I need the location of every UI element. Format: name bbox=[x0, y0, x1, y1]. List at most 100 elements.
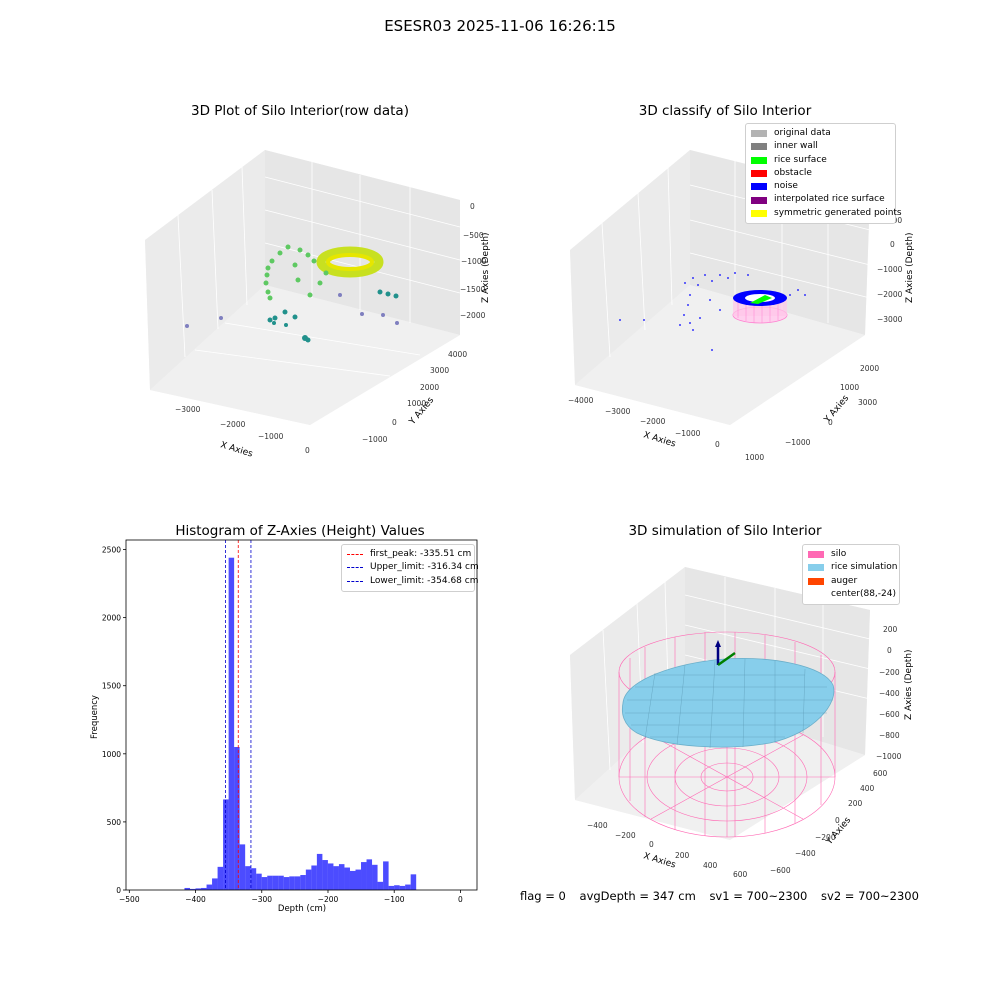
histogram-bar bbox=[256, 873, 262, 890]
status-footer: flag = 0 avgDepth = 347 cm sv1 = 700~230… bbox=[520, 889, 929, 903]
simulation-xtick: 0 bbox=[649, 840, 654, 849]
raw-ytick: 2000 bbox=[420, 383, 439, 392]
histogram-y-ticks: 0 500 1000 1500 2000 2500 bbox=[102, 546, 126, 895]
y-tick-label: 0 bbox=[116, 886, 121, 895]
legend-entry: original data bbox=[751, 127, 890, 140]
simulation-xtick: −400 bbox=[587, 821, 608, 830]
flag-readout: flag = 0 bbox=[520, 889, 566, 903]
simulation-ztick: 0 bbox=[887, 646, 892, 655]
legend-label: noise bbox=[774, 181, 798, 192]
histogram-title: Histogram of Z-Axies (Height) Values bbox=[175, 523, 425, 539]
legend-swatch bbox=[808, 564, 824, 572]
histogram-bar bbox=[338, 864, 345, 890]
classify-xtick: −3000 bbox=[605, 407, 631, 416]
raw-ztick: 0 bbox=[470, 202, 475, 211]
y-tick-label: 1500 bbox=[102, 682, 121, 691]
histogram-chart: −500 −400 −300 −200 −100 0 0 500 1000 1500 2000 25… bbox=[90, 539, 478, 914]
simulation-xtick: 600 bbox=[733, 870, 748, 879]
simulation-ztick: −800 bbox=[879, 731, 900, 740]
histogram-ylabel: Frequency bbox=[90, 695, 100, 739]
legend-swatch bbox=[751, 183, 767, 191]
legend-label: silo bbox=[831, 549, 847, 559]
y-tick-label: 2500 bbox=[102, 546, 121, 555]
raw-zlabel: Z Axies (Depth) bbox=[481, 232, 491, 303]
histogram-bar bbox=[366, 859, 373, 890]
classify-xtick: −4000 bbox=[568, 396, 594, 405]
histogram-xlabel: Depth (cm) bbox=[278, 904, 326, 914]
legend-swatch bbox=[347, 567, 363, 569]
histogram-bar bbox=[305, 869, 312, 890]
simulation-ytick: −600 bbox=[770, 866, 791, 875]
histogram-bar bbox=[195, 888, 202, 890]
histogram-bar bbox=[189, 888, 196, 890]
legend-entry: Upper_limit: -316.34 cm bbox=[347, 561, 479, 574]
legend-label: Lower_limit: -354.68 cm bbox=[370, 575, 479, 586]
histogram-bar bbox=[361, 862, 367, 890]
figure-title: ESESR03 2025-11-06 16:26:15 bbox=[384, 17, 616, 35]
simulation-xtick: −200 bbox=[615, 831, 636, 840]
simulation-ytick: −200 bbox=[815, 833, 836, 842]
avg-depth-readout: avgDepth = 347 cm bbox=[579, 889, 696, 903]
raw-ytick: 4000 bbox=[448, 350, 467, 359]
y-tick-label: 1000 bbox=[102, 750, 121, 759]
raw-xtick: −3000 bbox=[175, 405, 201, 414]
classify-xlabel: X Axies bbox=[642, 430, 677, 449]
raw-ytick: 0 bbox=[392, 418, 397, 427]
x-tick-label: 0 bbox=[458, 895, 463, 904]
classify-xtick: 1000 bbox=[745, 453, 764, 462]
raw-ytick: −1000 bbox=[362, 435, 388, 444]
legend-entry: symmetric generated points bbox=[751, 207, 902, 220]
raw-ztick: −500 bbox=[463, 231, 484, 240]
legend-swatch bbox=[751, 209, 767, 217]
legend-label: symmetric generated points bbox=[774, 207, 902, 218]
histogram-bar bbox=[333, 866, 339, 890]
y-tick-label: 2000 bbox=[102, 614, 121, 623]
x-tick-label: −300 bbox=[251, 895, 272, 904]
histogram-bar bbox=[234, 747, 240, 890]
classify-ztick: −2000 bbox=[877, 290, 903, 299]
legend-swatch bbox=[347, 554, 363, 556]
raw-3d-plot: −3000 −2000 −1000 0 −1000 0 1000 2000 30… bbox=[145, 150, 491, 460]
raw-ytick: 1000 bbox=[407, 399, 426, 408]
legend-label: obstacle bbox=[774, 167, 812, 178]
legend-label: inner wall bbox=[774, 141, 818, 152]
classify-legend: original data inner wall rice surface obsta… bbox=[745, 123, 902, 225]
simulation-3d-plot: −400 −200 0 200 400 600 −600 −400 −200 0… bbox=[570, 567, 914, 879]
histogram-bar bbox=[250, 868, 257, 890]
raw-xtick: −1000 bbox=[258, 432, 284, 441]
legend-swatch bbox=[751, 170, 767, 178]
raw-ztick: −1000 bbox=[461, 257, 487, 266]
legend-entry: obstacle bbox=[751, 167, 890, 180]
classify-xtick: −2000 bbox=[640, 417, 666, 426]
classify-ytick: 2000 bbox=[860, 364, 879, 373]
simulation-ztick: −1000 bbox=[876, 752, 902, 761]
histogram-bar bbox=[372, 864, 378, 890]
histogram-bar bbox=[399, 885, 406, 890]
raw-xlabel: X Axies bbox=[219, 440, 254, 459]
histogram-bar bbox=[410, 874, 417, 890]
histogram-bar bbox=[212, 878, 218, 890]
histogram-bar bbox=[316, 853, 323, 890]
histogram-bar bbox=[283, 877, 290, 890]
raw-ztick: −1500 bbox=[460, 285, 486, 294]
legend-label: rice simulation bbox=[831, 562, 898, 573]
simulation-plot-title: 3D simulation of Silo Interior bbox=[628, 523, 822, 539]
sv1-readout: sv1 = 700~2300 bbox=[709, 889, 808, 903]
simulation-ztick: −600 bbox=[879, 710, 900, 719]
histogram-bar bbox=[206, 884, 213, 890]
histogram-bar bbox=[228, 557, 235, 890]
legend-entry: inner wall bbox=[751, 140, 890, 153]
legend-swatch bbox=[808, 577, 824, 585]
classify-ytick: 0 bbox=[828, 418, 833, 427]
classify-point-cloud bbox=[619, 272, 806, 351]
simulation-ytick: 200 bbox=[848, 799, 863, 808]
histogram-bar bbox=[355, 869, 362, 890]
legend-swatch bbox=[751, 130, 767, 138]
legend-swatch bbox=[751, 156, 767, 164]
legend-entry: interpolated rice surface bbox=[751, 193, 890, 206]
histogram-bar bbox=[405, 884, 411, 890]
simulation-legend: silo rice simulation auger center(88,-24) bbox=[802, 544, 900, 606]
histogram-bar bbox=[322, 860, 328, 890]
histogram-bar bbox=[388, 885, 395, 890]
legend-label: original data bbox=[774, 128, 831, 138]
